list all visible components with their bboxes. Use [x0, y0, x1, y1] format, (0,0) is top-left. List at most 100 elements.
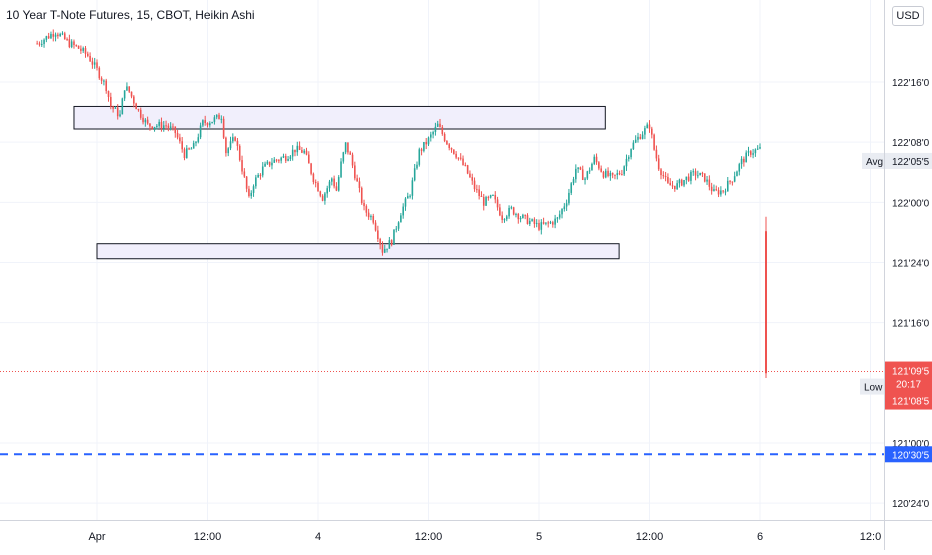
candle-body — [119, 114, 121, 117]
candle-body — [517, 214, 520, 220]
candle-body — [457, 157, 460, 159]
candle-body — [443, 134, 446, 141]
candle-body — [365, 206, 368, 213]
candle-body — [307, 154, 310, 164]
candle-body — [501, 215, 503, 220]
candle-body — [40, 44, 43, 46]
candle-body — [149, 123, 151, 127]
candle-body — [664, 176, 667, 178]
candle-body — [195, 141, 197, 144]
candle-body — [169, 126, 172, 128]
candle-body — [314, 182, 317, 184]
candle-body — [678, 179, 681, 184]
candle-body — [660, 169, 662, 176]
candle-body — [135, 103, 137, 110]
time-tick-label: Apr — [88, 531, 105, 543]
candle-body — [303, 150, 305, 153]
currency-button[interactable]: USD — [892, 6, 924, 26]
candle-body — [453, 149, 455, 154]
candle-body — [319, 191, 322, 196]
candle-body — [66, 39, 68, 41]
candle-body — [726, 180, 729, 192]
candle-body — [522, 214, 524, 218]
candle-body — [107, 90, 110, 97]
candle-body — [409, 195, 411, 197]
candle-body — [151, 126, 154, 129]
avg-value-box — [885, 152, 932, 169]
candle-body — [731, 181, 734, 183]
candle-body — [255, 177, 257, 187]
candle-body — [448, 144, 451, 148]
candle-body — [591, 163, 593, 171]
candles — [36, 29, 767, 379]
candle-body — [641, 134, 644, 139]
candle-body — [685, 176, 688, 180]
candle-body — [563, 206, 566, 209]
candle-body — [669, 182, 672, 186]
candle-body — [123, 90, 126, 99]
candle-body — [694, 171, 697, 176]
lower-support-zone[interactable] — [96, 243, 620, 260]
time-tick-label: 12:00 — [415, 531, 443, 543]
candle-body — [202, 120, 204, 126]
candle-body — [296, 145, 299, 153]
candle-body — [61, 33, 64, 35]
candle-body — [103, 80, 105, 82]
candle-body — [604, 170, 607, 178]
candle-body — [287, 158, 289, 161]
candle-body — [441, 127, 444, 135]
price-tick-label: 121'16'0 — [892, 319, 930, 330]
candle-body — [220, 118, 223, 120]
candle-body — [489, 195, 492, 198]
candle-body — [466, 165, 469, 174]
price-tick-label: 122'08'0 — [892, 138, 930, 149]
candle-body — [172, 126, 174, 128]
candle-body — [575, 168, 577, 180]
candle-body — [653, 134, 655, 150]
chart-title: 10 Year T-Note Futures, 15, CBOT, Heikin… — [6, 8, 255, 22]
candle-body — [724, 191, 727, 193]
candle-body — [229, 141, 232, 149]
candle-body — [478, 189, 480, 196]
candle-body — [294, 149, 296, 153]
candle-body — [241, 160, 243, 172]
candle-body — [126, 86, 128, 91]
candle-body — [354, 165, 356, 179]
candle-body — [199, 125, 202, 138]
candle-body — [82, 48, 84, 51]
candle-body — [616, 173, 619, 175]
candle-body — [519, 217, 522, 220]
time-tick-label: 6 — [757, 531, 763, 543]
candle-body — [510, 207, 513, 209]
candle-body — [621, 174, 623, 176]
candle-body — [54, 34, 57, 37]
candle-body — [499, 207, 501, 216]
time-tick-label: 5 — [536, 531, 542, 543]
candle-body — [383, 248, 386, 253]
candle-body — [581, 169, 584, 180]
price-tick-label: 122'16'0 — [892, 78, 930, 89]
candle-body — [211, 121, 213, 124]
candle-body — [50, 33, 52, 39]
candle-body — [86, 53, 89, 56]
candle-body — [400, 215, 402, 223]
candle-body — [38, 43, 41, 45]
drawings — [73, 105, 620, 260]
candle-body — [68, 39, 71, 48]
candle-body — [547, 222, 550, 224]
candle-body — [245, 176, 248, 189]
candle-body — [432, 132, 434, 135]
price-tick-label: 120'24'0 — [892, 499, 930, 510]
candle-body — [395, 228, 398, 230]
candle-body — [312, 173, 315, 183]
candle-body — [446, 140, 448, 145]
candle-body — [337, 177, 340, 191]
candle-body — [397, 222, 400, 229]
upper-resistance-zone[interactable] — [73, 105, 606, 130]
candle-body — [450, 147, 453, 150]
candle-body — [153, 126, 156, 129]
candle-body — [528, 220, 531, 225]
candle-body — [676, 183, 678, 190]
